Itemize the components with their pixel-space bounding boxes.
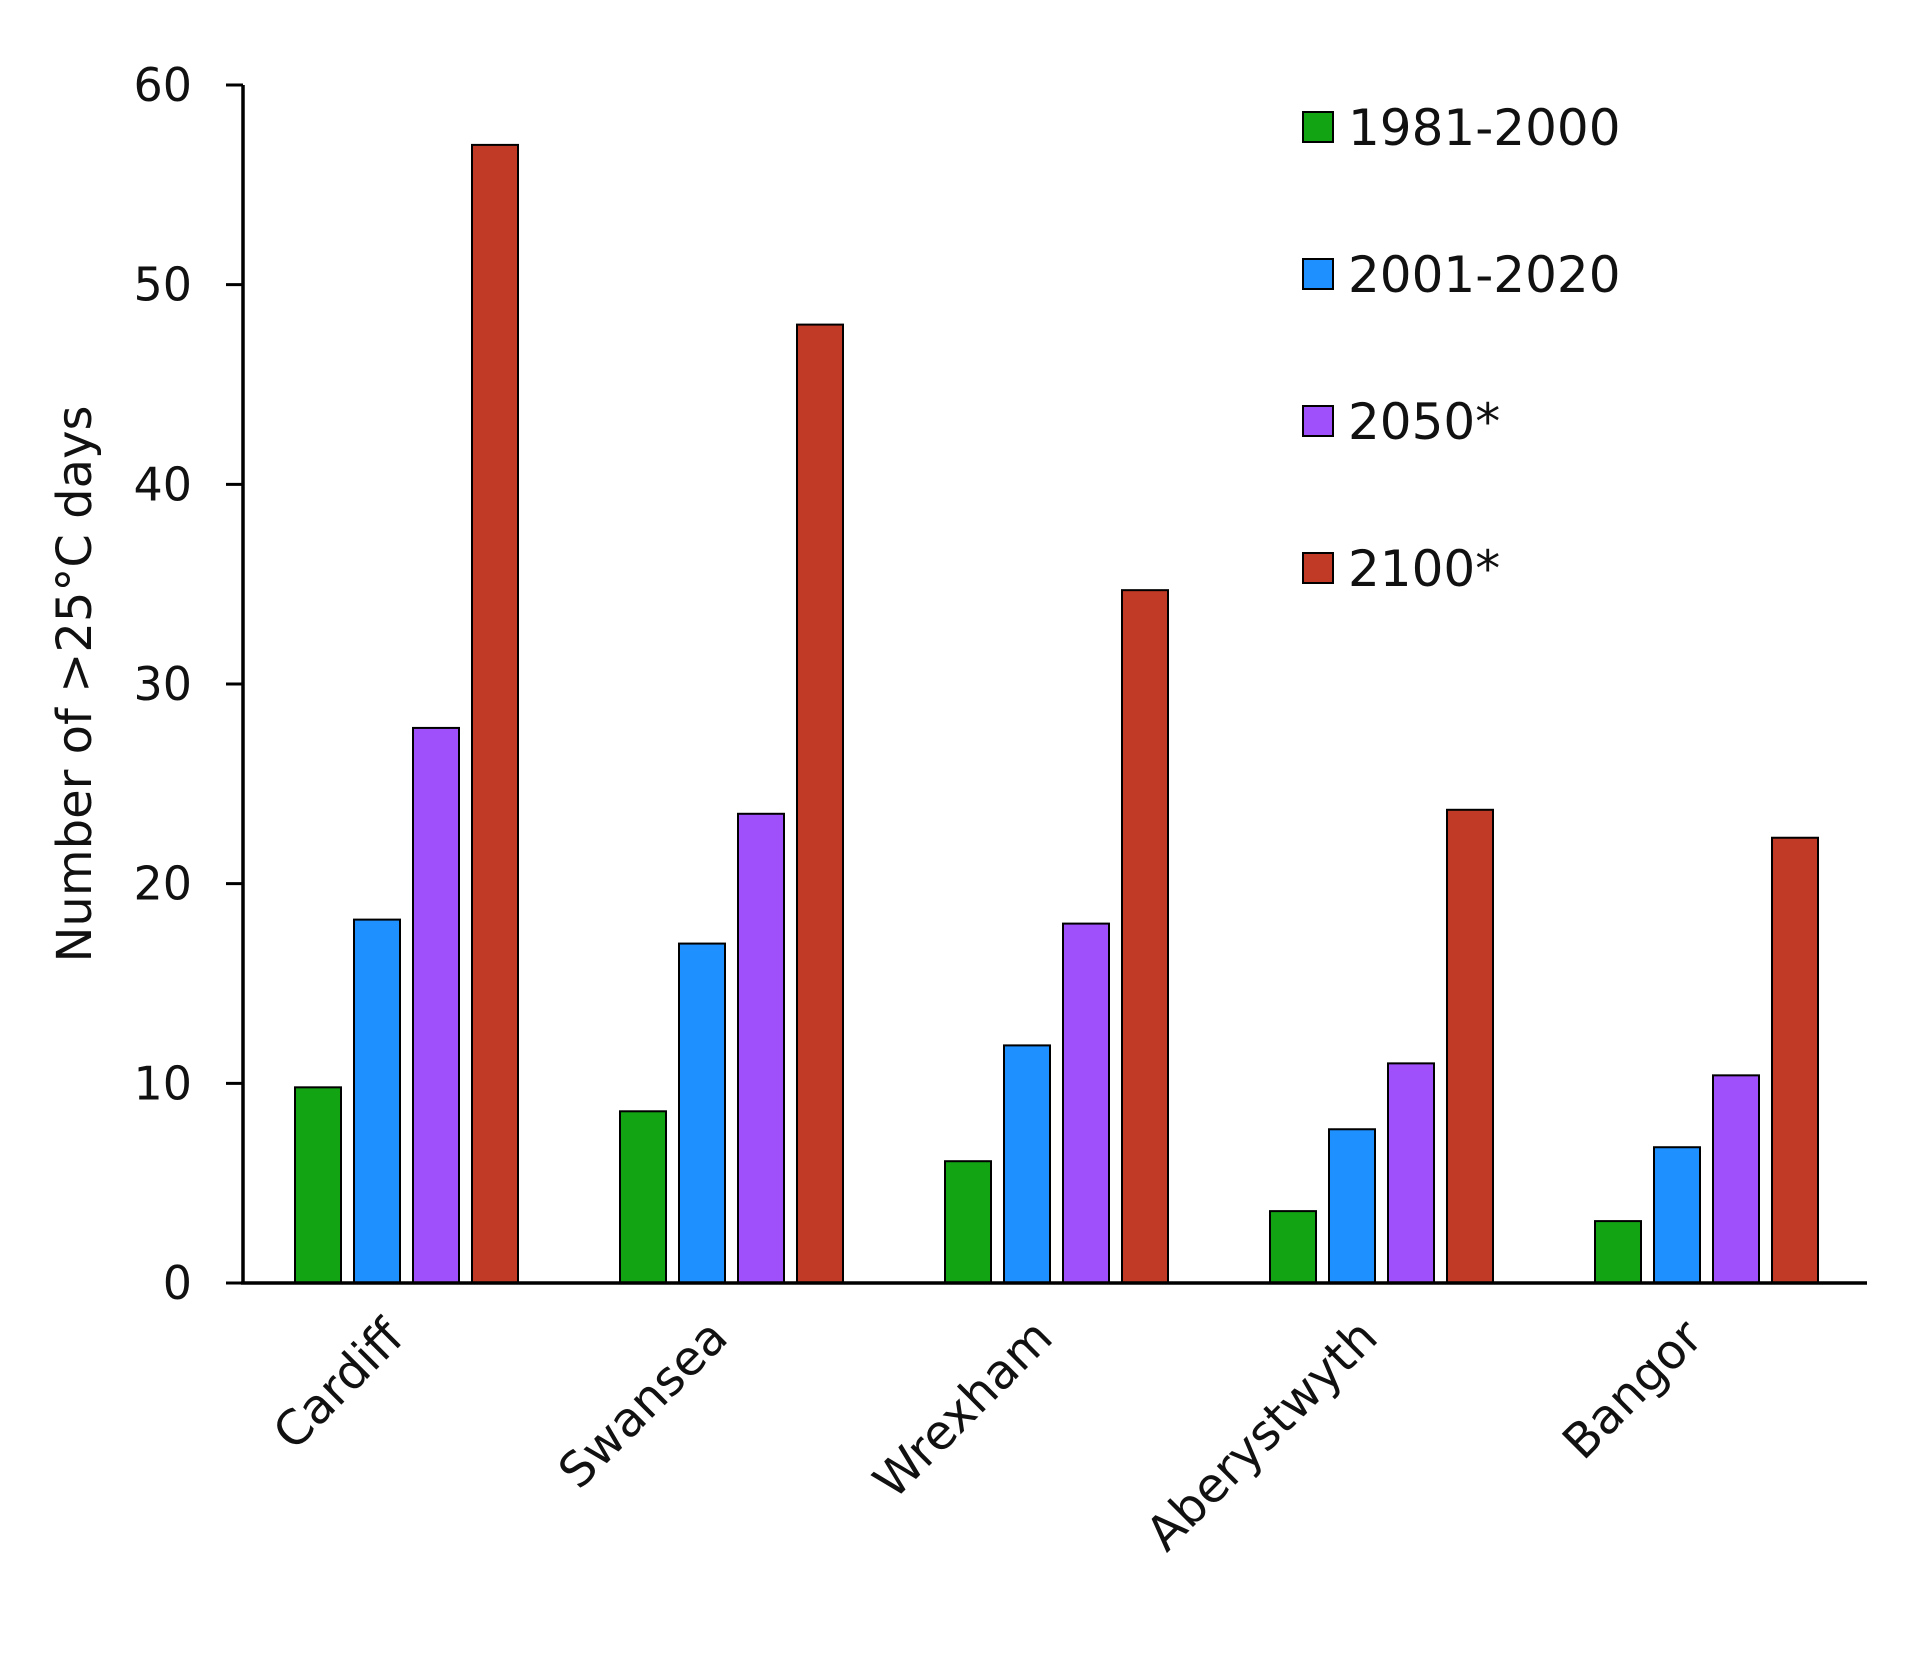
- y-tick-label: 50: [133, 258, 192, 312]
- y-axis-title: Number of >25°C days: [47, 406, 103, 963]
- legend-swatch: [1302, 552, 1334, 584]
- bar-aberystwyth-2: [1387, 1062, 1435, 1285]
- legend-label: 2100*: [1348, 540, 1500, 598]
- bar-wrexham-0: [944, 1160, 992, 1285]
- category-label: Swansea: [548, 1309, 739, 1500]
- bar-cardiff-3: [471, 143, 519, 1284]
- bars-layer: [294, 143, 1819, 1285]
- bar-aberystwyth-0: [1269, 1210, 1317, 1284]
- legend-label: 2001-2020: [1348, 246, 1621, 304]
- y-tick-label: 0: [163, 1256, 192, 1310]
- bar-swansea-1: [678, 942, 726, 1284]
- category-label: Cardiff: [263, 1308, 415, 1460]
- bar-aberystwyth-1: [1328, 1128, 1376, 1285]
- bar-bangor-2: [1712, 1074, 1760, 1285]
- y-tick-label: 60: [133, 58, 192, 112]
- legend-label: 1981-2000: [1348, 99, 1621, 157]
- bar-aberystwyth-3: [1446, 808, 1494, 1284]
- legend-swatch: [1302, 258, 1334, 290]
- bar-wrexham-2: [1062, 922, 1110, 1284]
- bar-wrexham-1: [1003, 1044, 1051, 1284]
- y-tick-label: 10: [133, 1056, 192, 1110]
- legend: 1981-2000 2001-2020 2050* 2100*: [1302, 99, 1621, 598]
- bar-bangor-0: [1594, 1220, 1642, 1285]
- category-labels: Cardiff Swansea Wrexham Aberystwyth Bangor: [263, 1308, 1714, 1562]
- y-tick-label: 20: [133, 857, 192, 911]
- legend-label: 2050*: [1348, 393, 1500, 451]
- category-label: Aberystwyth: [1136, 1309, 1389, 1562]
- y-tick-label: 40: [133, 457, 192, 511]
- legend-swatch: [1302, 111, 1334, 143]
- y-tick-label: 30: [133, 657, 192, 711]
- bar-swansea-3: [796, 323, 844, 1285]
- bar-bangor-3: [1771, 836, 1819, 1284]
- category-label: Bangor: [1552, 1309, 1714, 1471]
- bar-bangor-1: [1653, 1146, 1701, 1285]
- bar-swansea-0: [619, 1110, 667, 1284]
- bar-cardiff-0: [294, 1086, 342, 1284]
- bar-swansea-2: [737, 812, 785, 1284]
- bar-wrexham-3: [1121, 589, 1169, 1284]
- legend-swatch: [1302, 405, 1334, 437]
- bar-cardiff-2: [412, 726, 460, 1284]
- category-label: Wrexham: [863, 1309, 1064, 1510]
- bar-cardiff-1: [353, 918, 401, 1285]
- y-ticks: 0 10 20 30 40 50 60: [133, 58, 243, 1310]
